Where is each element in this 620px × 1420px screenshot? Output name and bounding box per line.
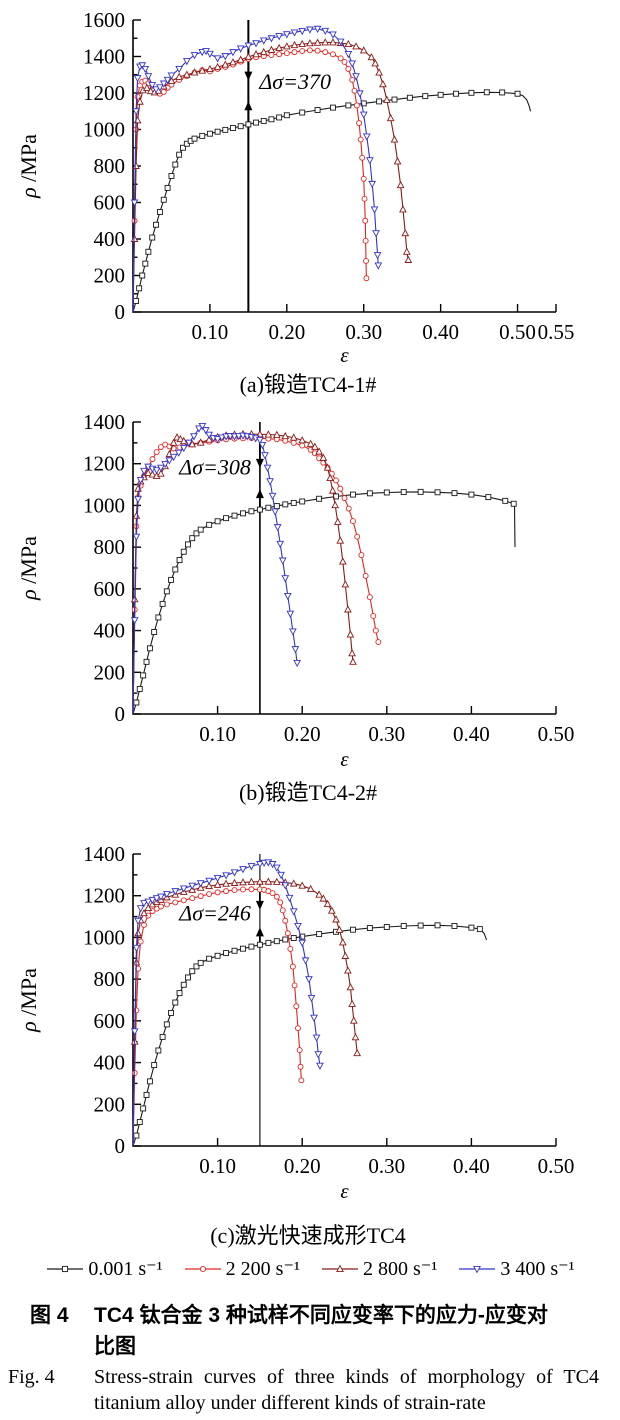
arrow-up-icon bbox=[255, 489, 264, 499]
y-tick-label: 800 bbox=[94, 535, 126, 559]
y-tick-label: 200 bbox=[94, 264, 126, 288]
x-tick-label: 0.40 bbox=[453, 1154, 490, 1178]
axes bbox=[132, 854, 556, 1147]
legend-item-2800: 2 800 s⁻¹ bbox=[320, 1256, 437, 1281]
y-tick-label: 800 bbox=[94, 154, 126, 178]
caption-en-text: Stress-strain curves of three kinds of m… bbox=[94, 1366, 599, 1414]
arrow-up-icon bbox=[244, 101, 253, 111]
delta-sigma-label: Δσ=246 bbox=[178, 900, 251, 925]
x-tick-label: 0.10 bbox=[192, 320, 229, 344]
x-tick-label: 0.30 bbox=[368, 722, 405, 746]
figure-caption-en: Fig. 4 Stress-strain curves of three kin… bbox=[8, 1364, 616, 1416]
arrow-down-icon bbox=[244, 71, 253, 81]
x-tick-label: 0.30 bbox=[368, 1154, 405, 1178]
legend-label: 3 400 s⁻¹ bbox=[500, 1258, 575, 1280]
series-line bbox=[132, 924, 488, 1147]
legend-label: 0.001 s⁻¹ bbox=[88, 1258, 163, 1280]
y-tick-label: 1200 bbox=[83, 452, 125, 476]
chart-title: (c)激光快速成形TC4 bbox=[210, 1223, 406, 1248]
legend: 0.001 s⁻¹ 2 200 s⁻¹ 2 800 s⁻¹ 3 400 s⁻¹ bbox=[0, 1256, 620, 1281]
x-tick-label: 0.10 bbox=[199, 1154, 236, 1178]
x-axis-label: ε bbox=[340, 343, 349, 367]
legend-item-2200: 2 200 s⁻¹ bbox=[183, 1256, 300, 1281]
y-tick-label: 200 bbox=[94, 660, 126, 684]
stress-strain-charts-canvas: 0 200 400 600 800 1000 1200 1400 1600 0.10 0.20 0.3… bbox=[16, 8, 574, 1248]
arrow-up-icon bbox=[255, 927, 264, 937]
x-axis-label: ε bbox=[340, 1179, 349, 1203]
legend-item-3400: 3 400 s⁻¹ bbox=[457, 1256, 575, 1281]
series-line bbox=[132, 491, 516, 715]
x-tick-label: 0.20 bbox=[268, 320, 305, 344]
y-tick-label: 400 bbox=[94, 1051, 126, 1075]
chart-b: 0 200 400 600 800 1000 1200 1400 0.10 0.20 0.30 0.4… bbox=[16, 410, 574, 805]
y-tick-label: 1000 bbox=[83, 925, 125, 949]
legend-item-0001: 0.001 s⁻¹ bbox=[45, 1256, 163, 1281]
y-tick-label: 200 bbox=[94, 1092, 126, 1116]
x-tick-label: 0.50 bbox=[538, 722, 575, 746]
series-line bbox=[132, 888, 302, 1147]
series-line bbox=[132, 437, 379, 715]
y-tick-label: 1200 bbox=[83, 81, 125, 105]
square-marker-icon bbox=[47, 1265, 84, 1272]
x-tick-label: 0.50 bbox=[499, 320, 536, 344]
legend-label: 2 200 s⁻¹ bbox=[225, 1258, 300, 1280]
y-tick-label: 600 bbox=[94, 577, 126, 601]
y-tick-label: 400 bbox=[94, 227, 126, 251]
circle-marker-icon bbox=[184, 1265, 221, 1272]
y-tick-label: 1600 bbox=[83, 8, 125, 32]
y-axis-label: ρ /MPa bbox=[16, 968, 41, 1033]
caption-zh-text: TC4 钛合金 3 种试样不同应变率下的应力-应变对比图 bbox=[94, 1304, 548, 1358]
x-axis-label: ε bbox=[340, 747, 349, 771]
chart-title: (b)锻造TC4-2# bbox=[239, 780, 377, 805]
y-tick-label: 0 bbox=[115, 1134, 126, 1158]
figure-caption-zh: 图 4 TC4 钛合金 3 种试样不同应变率下的应力-应变对比图 bbox=[30, 1300, 614, 1362]
y-tick-label: 600 bbox=[94, 191, 126, 215]
x-tick-label: 0.55 bbox=[538, 320, 575, 344]
delta-sigma-label: Δσ=308 bbox=[178, 455, 251, 480]
chart-c: 0 200 400 600 800 1000 1200 1400 0.10 0.20 0.30 0.4… bbox=[16, 842, 574, 1248]
x-tick-label: 0.20 bbox=[284, 722, 321, 746]
caption-en-label: Fig. 4 bbox=[8, 1366, 55, 1388]
triangle-down-marker-icon bbox=[459, 1265, 496, 1273]
y-tick-label: 1400 bbox=[83, 410, 125, 434]
x-tick-label: 0.50 bbox=[538, 1154, 575, 1178]
y-axis-label: ρ /MPa bbox=[16, 536, 41, 601]
y-axis-label: ρ /MPa bbox=[16, 134, 41, 199]
x-tick-label: 0.40 bbox=[453, 722, 490, 746]
y-tick-label: 1000 bbox=[83, 118, 125, 142]
y-tick-label: 1400 bbox=[83, 842, 125, 866]
y-tick-label: 600 bbox=[94, 1009, 126, 1033]
caption-zh-label: 图 4 bbox=[30, 1304, 69, 1327]
chart-a: 0 200 400 600 800 1000 1200 1400 1600 0.10 0.20 0.3… bbox=[16, 8, 574, 397]
y-tick-label: 800 bbox=[94, 967, 126, 991]
x-tick-label: 0.20 bbox=[284, 1154, 321, 1178]
delta-sigma-label: Δσ=370 bbox=[258, 69, 331, 94]
x-tick-label: 0.30 bbox=[345, 320, 382, 344]
arrow-down-icon bbox=[255, 458, 264, 468]
y-tick-label: 1400 bbox=[83, 45, 125, 69]
y-tick-label: 400 bbox=[94, 619, 126, 643]
y-tick-label: 0 bbox=[115, 702, 126, 726]
legend-label: 2 800 s⁻¹ bbox=[363, 1258, 438, 1280]
y-tick-label: 1200 bbox=[83, 884, 125, 908]
x-tick-label: 0.10 bbox=[199, 722, 236, 746]
triangle-up-marker-icon bbox=[322, 1264, 358, 1272]
y-tick-label: 1000 bbox=[83, 493, 125, 517]
x-tick-label: 0.40 bbox=[422, 320, 459, 344]
chart-title: (a)锻造TC4-1# bbox=[240, 372, 377, 397]
arrow-down-icon bbox=[255, 900, 264, 910]
series-line bbox=[132, 91, 532, 313]
y-tick-label: 0 bbox=[115, 300, 126, 324]
series-line bbox=[132, 28, 379, 313]
